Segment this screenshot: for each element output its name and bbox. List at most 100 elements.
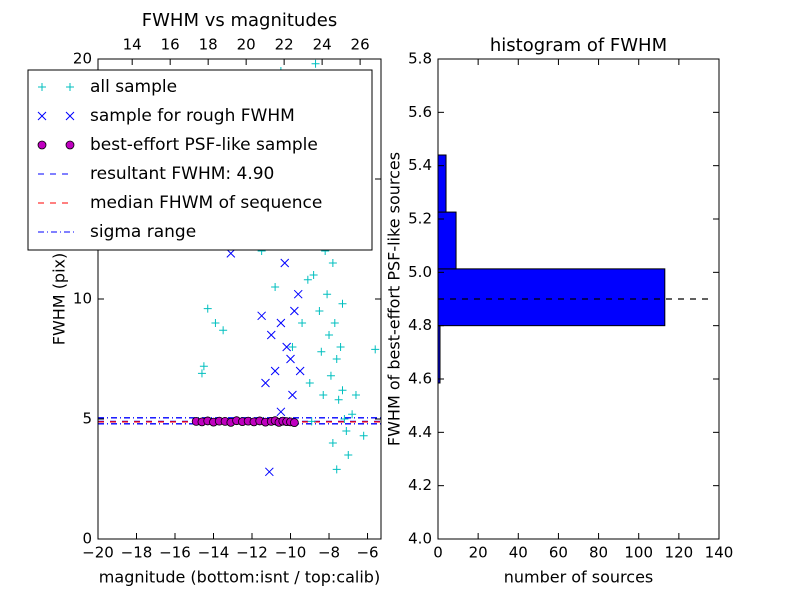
top-tick-label: 20	[237, 36, 256, 54]
y-tick-label: 4.4	[408, 423, 432, 441]
x-tick-label: 80	[589, 544, 608, 562]
marker-cross	[282, 342, 292, 352]
hist-bar	[437, 268, 666, 327]
marker-cross	[286, 354, 295, 364]
legend-label: median FHWM of sequence	[90, 193, 322, 213]
y-tick-label: 4.0	[408, 530, 432, 548]
marker-plus	[323, 290, 332, 299]
axes-frame	[437, 58, 720, 540]
marker-plus	[288, 343, 297, 351]
x-tick-label: −8	[318, 544, 340, 562]
marker-circle	[37, 140, 47, 150]
x-tick-label: 140	[705, 544, 734, 562]
legend-label: all sample	[90, 77, 177, 97]
legend: all sample sample for rough FWHM best-effo…	[27, 69, 373, 251]
y-tick-label: 4.6	[408, 370, 432, 388]
marker-cross	[276, 318, 286, 328]
y-tick-label: 4.2	[408, 476, 432, 494]
top-tick-label: 22	[275, 36, 294, 54]
marker-plus	[298, 319, 307, 327]
marker-plus	[342, 427, 351, 435]
marker-circle	[289, 418, 299, 428]
marker-plus	[371, 345, 380, 354]
marker-cross	[65, 111, 75, 121]
marker-cross	[295, 366, 305, 376]
x-axis-label: magnitude (bottom:isnt / top:calib)	[99, 568, 380, 587]
y-tick-label: 5.2	[408, 210, 432, 228]
x-tick-label: −16	[159, 544, 191, 562]
marker-plus	[305, 379, 314, 387]
marker-plus	[326, 371, 335, 380]
marker-plus	[344, 451, 353, 459]
marker-plus	[332, 465, 341, 474]
marker-plus	[317, 347, 326, 356]
top-tick-label: 18	[199, 36, 218, 54]
x-tick-label: 20	[469, 544, 488, 562]
legend-label: sigma range	[90, 222, 196, 242]
marker-cross	[288, 390, 297, 400]
x-tick-label: −10	[275, 544, 307, 562]
hist-bar	[437, 154, 447, 213]
x-tick-label: 0	[433, 544, 443, 562]
chart-title: histogram of FWHM	[490, 35, 667, 56]
marker-cross	[226, 249, 236, 258]
marker-cross	[257, 311, 266, 321]
marker-plus	[66, 83, 74, 91]
marker-plus	[338, 299, 347, 308]
legend-label: resultant FWHM: 4.90	[90, 164, 274, 184]
top-tick-label: 24	[313, 36, 332, 54]
marker-plus	[332, 355, 341, 363]
marker-cross	[264, 467, 274, 477]
marker-plus	[197, 369, 206, 378]
top-tick-label: 14	[123, 36, 142, 54]
marker-plus	[359, 431, 368, 440]
marker-circle	[65, 140, 75, 150]
x-tick-label: −20	[82, 544, 114, 562]
axes-frame	[97, 58, 382, 540]
y-tick-label: 0	[82, 530, 92, 548]
y-tick-label: 5.4	[408, 156, 432, 174]
x-tick-label: −12	[236, 544, 268, 562]
marker-plus	[38, 83, 46, 91]
marker-plus	[309, 271, 318, 279]
marker-cross	[37, 111, 47, 121]
marker-cross	[270, 366, 280, 376]
legend-label: best-effort PSF-like sample	[90, 135, 318, 155]
marker-plus	[311, 59, 320, 68]
x-tick-label: 60	[549, 544, 568, 562]
marker-plus	[307, 417, 316, 426]
y-tick-label: 5.8	[408, 50, 432, 68]
x-tick-label: 120	[665, 544, 694, 562]
x-tick-label: 40	[509, 544, 528, 562]
marker-plus	[338, 386, 347, 395]
x-tick-label: 100	[624, 544, 653, 562]
marker-plus	[203, 304, 212, 313]
y-tick-label: 5	[82, 410, 92, 428]
marker-plus	[211, 319, 220, 327]
marker-plus	[330, 319, 339, 327]
y-tick-label: 20	[73, 50, 92, 68]
marker-cross	[261, 378, 270, 388]
chart-title: FWHM vs magnitudes	[142, 10, 337, 31]
y-tick-label: 5.0	[408, 263, 432, 281]
marker-plus	[336, 343, 345, 351]
marker-cross	[276, 407, 286, 417]
x-tick-label: −6	[356, 544, 378, 562]
hist-bar	[437, 211, 457, 270]
x-tick-label: −18	[121, 544, 153, 562]
marker-plus	[325, 331, 334, 339]
y-tick-label: 5.6	[408, 103, 432, 121]
x-axis-label: number of sources	[504, 568, 654, 587]
marker-plus	[334, 395, 343, 404]
marker-cross	[290, 306, 299, 316]
marker-plus	[328, 259, 337, 267]
marker-cross	[266, 330, 276, 340]
y-tick-label: 10	[73, 290, 92, 308]
marker-plus	[351, 391, 360, 399]
marker-plus	[271, 283, 280, 291]
marker-cross	[280, 258, 290, 268]
top-tick-label: 26	[351, 36, 370, 54]
y-tick-label: 4.8	[408, 316, 432, 334]
marker-plus	[319, 391, 328, 399]
